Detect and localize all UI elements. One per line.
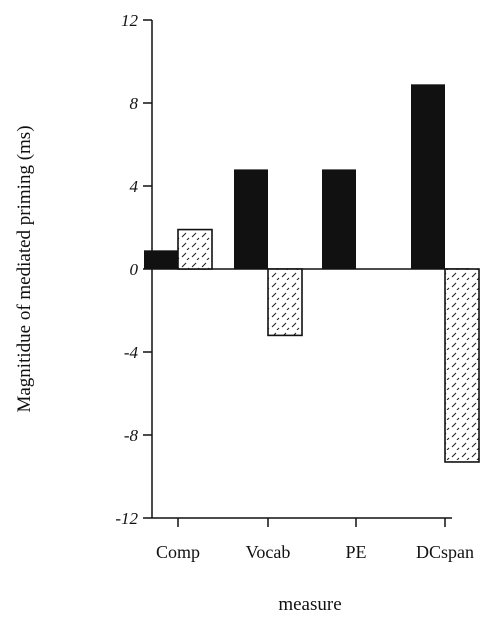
y-tick-label: 8 (130, 94, 139, 113)
bars (144, 84, 480, 463)
solid-bar-comp (144, 250, 178, 269)
hatched-bar-vocab (267, 268, 303, 337)
x-tick-label: Comp (156, 542, 200, 562)
x-axis-title: measure (278, 594, 341, 615)
x-axis (152, 268, 470, 527)
y-tick-label: -12 (115, 509, 138, 528)
y-tick-label: 12 (121, 11, 139, 30)
x-tick-label: Vocab (246, 542, 291, 562)
y-tick-label: 0 (130, 260, 139, 279)
x-tick-label: DCspan (416, 542, 474, 562)
hatched-bar-comp (177, 228, 213, 270)
x-tick-label: PE (345, 542, 366, 562)
solid-bar-pe (322, 169, 356, 269)
y-tick-label: 4 (130, 177, 139, 196)
labels: -12 -8 -4 0 4 8 12 Comp Vocab PE DCspan measure Magn… (14, 11, 474, 615)
hatched-bar-dcspan (444, 268, 480, 463)
y-tick-label: -8 (124, 426, 139, 445)
solid-bar-dcspan (411, 84, 445, 269)
solid-bar-vocab (234, 169, 268, 269)
y-axis-title: Magnitidue of mediated priming (ms) (14, 125, 35, 412)
y-tick-label: -4 (124, 343, 139, 362)
